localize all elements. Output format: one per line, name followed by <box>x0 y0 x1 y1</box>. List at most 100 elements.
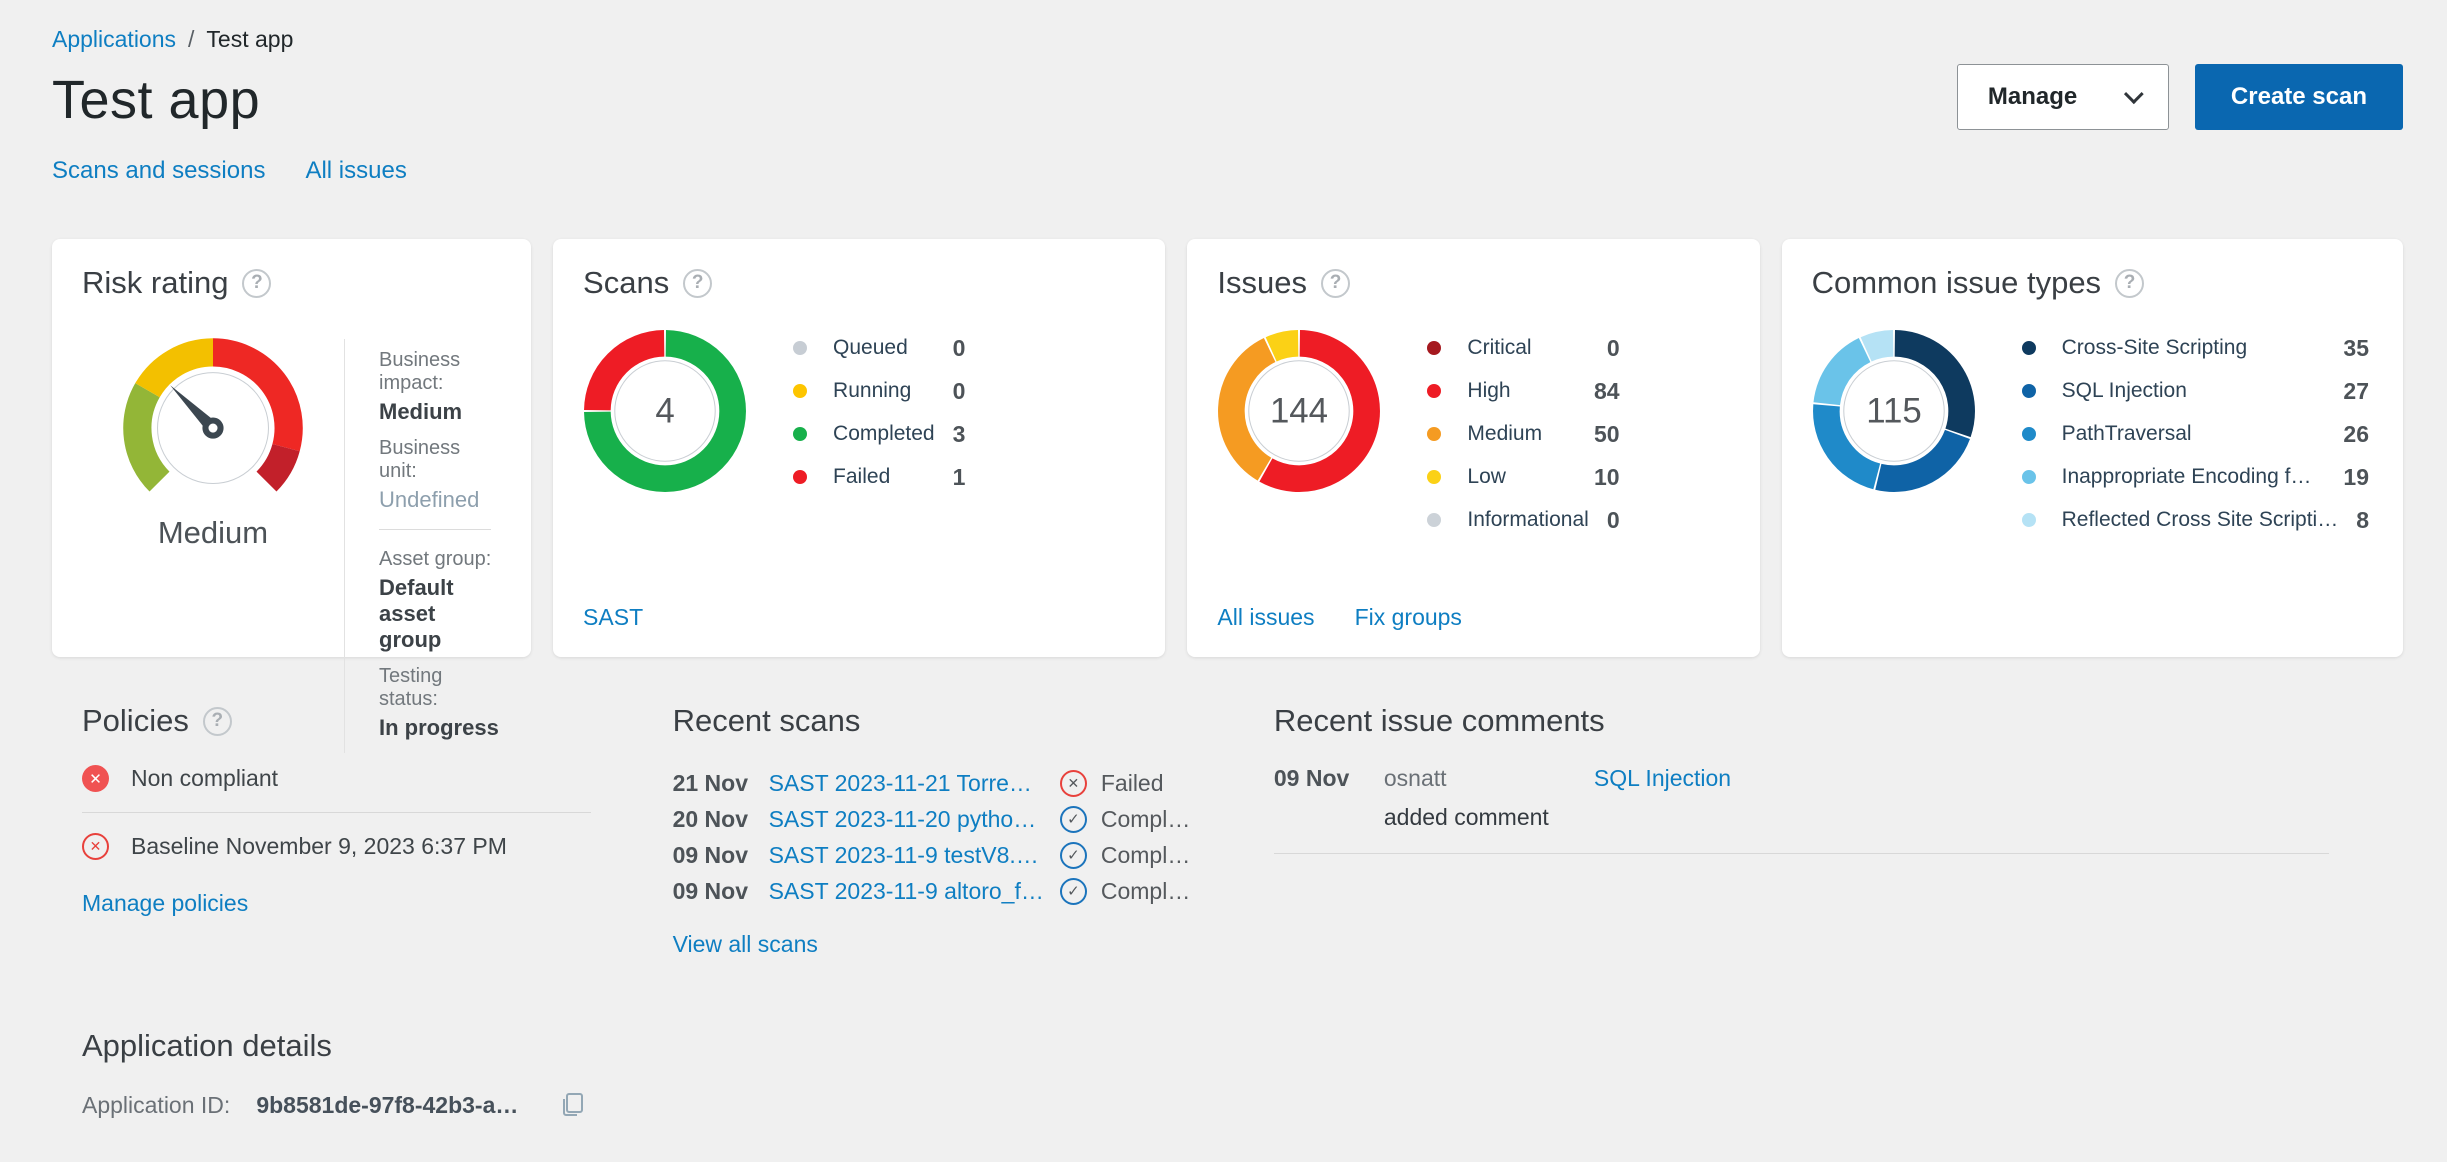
all-issues-link[interactable]: All issues <box>1217 604 1315 630</box>
non-compliant-icon <box>82 765 109 792</box>
fix-groups-link[interactable]: Fix groups <box>1354 604 1462 630</box>
high-count: 84 <box>1594 377 1620 404</box>
low-count: 10 <box>1594 463 1620 490</box>
comment-issue-link[interactable]: SQL Injection <box>1593 765 1732 791</box>
critical-dot-icon <box>1427 341 1442 355</box>
scan-status: Compl… <box>1059 805 1192 833</box>
common-issue-types-title-text: Common issue types <box>1811 265 2102 300</box>
queued-count: 0 <box>952 334 966 361</box>
sast-link[interactable]: SAST <box>583 604 644 630</box>
low-dot-icon <box>1427 470 1442 484</box>
scan-date: 09 Nov <box>672 841 748 868</box>
recent-issue-comments-section: Recent issue comments 09 Nov osnatt adde… <box>1244 703 2403 958</box>
manage-policies-link[interactable]: Manage policies <box>82 890 249 916</box>
application-details-title-text: Application details <box>82 1028 332 1063</box>
scans-legend: Queued 0 Running 0 Completed 3 <box>793 333 1135 492</box>
svg-text:4: 4 <box>655 392 674 431</box>
risk-rating-title: Risk rating <box>82 265 501 301</box>
comment-row: 09 Nov osnatt added comment SQL Injectio… <box>1274 765 2373 831</box>
recent-scans-title: Recent scans <box>673 703 1192 739</box>
completed-count: 3 <box>952 420 966 447</box>
svg-text:115: 115 <box>1866 392 1922 431</box>
application-id-row: Application ID: 9b8581de-97f8-42b3-a… <box>82 1090 2373 1120</box>
comment-date: 09 Nov <box>1273 765 1350 791</box>
divider <box>82 812 591 813</box>
reflected-xss-dot-icon <box>2021 513 2036 527</box>
common-issue-types-legend: Cross-Site Scripting 35 SQL Injection 27… <box>2021 333 2373 535</box>
view-all-scans-link[interactable]: View all scans <box>672 931 818 957</box>
scan-status-text: Compl… <box>1100 877 1191 904</box>
failed-count: 1 <box>952 463 966 490</box>
scan-failed-icon <box>1059 769 1087 797</box>
issues-title: Issues <box>1217 265 1729 301</box>
testing-status-value: In progress <box>379 715 499 740</box>
scan-name-link[interactable]: SAST 2023-11-9 altoro_f… <box>768 877 1044 904</box>
compliance-status-row: Non compliant <box>82 765 591 792</box>
legend-row-inappropriate-encoding: Inappropriate Encoding f… 19 <box>2021 462 2369 492</box>
breadcrumb-applications-link[interactable]: Applications <box>52 26 177 52</box>
legend-row-medium: Medium 50 <box>1427 419 1620 449</box>
help-icon[interactable] <box>2115 268 2145 298</box>
xss-label: Cross-Site Scripting <box>2061 336 2248 359</box>
scan-date: 09 Nov <box>672 877 748 904</box>
running-label: Running <box>833 379 912 402</box>
scan-name-link[interactable]: SAST 2023-11-20 pytho… <box>768 805 1037 832</box>
inappropriate-encoding-count: 19 <box>2343 463 2369 490</box>
legend-row-high: High 84 <box>1427 376 1620 406</box>
issues-legend: Critical 0 High 84 Medium 50 <box>1427 333 1729 535</box>
application-id-value: 9b8581de-97f8-42b3-a… <box>256 1091 519 1118</box>
copy-icon[interactable] <box>558 1090 588 1120</box>
scan-name-link[interactable]: SAST 2023-11-21 Torre… <box>768 769 1032 796</box>
reflected-xss-label: Reflected Cross Site Scripti… <box>2061 508 2339 531</box>
scan-completed-icon <box>1059 841 1087 869</box>
business-impact-value: Medium <box>379 399 463 424</box>
summary-cards: Risk rating Medium Business impact: Medi… <box>52 239 2403 753</box>
risk-rating-card: Risk rating Medium Business impact: Medi… <box>52 239 532 753</box>
page-title: Test app <box>52 70 261 130</box>
risk-rating-body: Medium Business impact: Medium Business … <box>82 323 501 753</box>
help-icon[interactable] <box>683 268 713 298</box>
path-traversal-label: PathTraversal <box>2061 422 2192 445</box>
policies-title-text: Policies <box>82 703 189 738</box>
scans-card-links: SAST <box>583 604 643 631</box>
vertical-divider <box>344 339 345 753</box>
header: Applications / Test app Test app Scans a… <box>52 26 2403 185</box>
header-left: Applications / Test app Test app Scans a… <box>52 26 407 185</box>
tab-scans-and-sessions[interactable]: Scans and sessions <box>52 157 266 184</box>
application-id-label: Application ID: <box>82 1091 231 1118</box>
help-icon[interactable] <box>1321 268 1351 298</box>
common-issue-types-title: Common issue types <box>1812 265 2373 301</box>
issues-title-text: Issues <box>1217 265 1308 300</box>
medium-label: Medium <box>1467 422 1543 445</box>
tab-all-issues[interactable]: All issues <box>305 157 407 184</box>
scan-name-link[interactable]: SAST 2023-11-9 testV8.… <box>768 841 1039 868</box>
issues-card-links: All issues Fix groups <box>1217 604 1462 631</box>
common-issue-types-donut-chart: 115 <box>1812 330 1975 492</box>
failed-label: Failed <box>833 465 891 488</box>
manage-button-label: Manage <box>1987 83 2078 110</box>
divider <box>379 529 492 530</box>
baseline-policy-text: Baseline November 9, 2023 6:37 PM <box>131 833 507 859</box>
recent-scans-title-text: Recent scans <box>672 703 861 738</box>
compliance-status-text: Non compliant <box>131 765 279 791</box>
legend-row-completed: Completed 3 <box>793 419 965 449</box>
legend-row-path-traversal: PathTraversal 26 <box>2021 419 2369 449</box>
manage-button[interactable]: Manage <box>1956 64 2169 130</box>
common-issue-types-body: 115 Cross-Site Scripting 35 SQL Injectio… <box>1812 329 2373 535</box>
medium-dot-icon <box>1427 427 1442 441</box>
create-scan-button[interactable]: Create scan <box>2194 64 2403 130</box>
xss-count: 35 <box>2343 334 2369 361</box>
risk-gauge-chart <box>123 338 303 492</box>
business-impact-label: Business impact: <box>379 349 461 394</box>
policies-section: Policies Non compliant Baseline November… <box>52 703 621 958</box>
breadcrumb-separator: / <box>188 26 195 52</box>
legend-row-xss: Cross-Site Scripting 35 <box>2021 333 2369 363</box>
business-unit-value: Undefined <box>379 487 480 512</box>
help-icon[interactable] <box>242 268 272 298</box>
running-count: 0 <box>952 377 966 404</box>
path-traversal-dot-icon <box>2021 427 2036 441</box>
scan-status: Compl… <box>1059 841 1192 869</box>
scans-title-text: Scans <box>583 265 670 300</box>
help-icon[interactable] <box>202 706 232 736</box>
app-dashboard: Applications / Test app Test app Scans a… <box>0 0 2447 1120</box>
